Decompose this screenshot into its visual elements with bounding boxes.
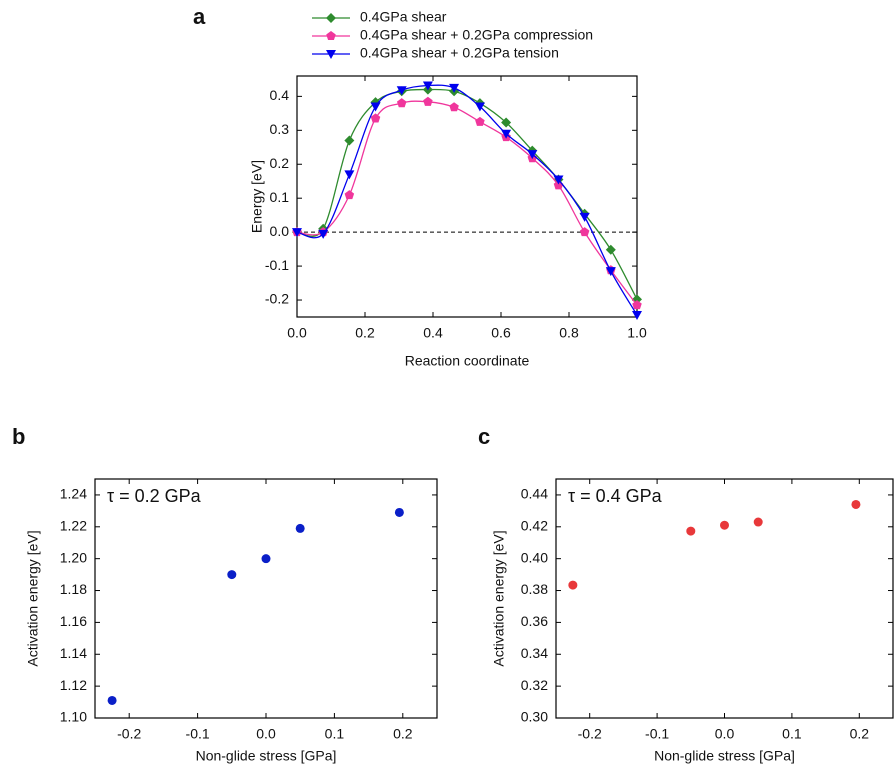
point	[261, 554, 271, 564]
point	[720, 520, 729, 530]
y-tick-label: 0.2	[270, 155, 290, 171]
y-tick-label: -0.2	[265, 291, 289, 307]
marker	[370, 113, 381, 123]
x-tick-label: 0.6	[491, 325, 511, 341]
panel-label: b	[12, 424, 25, 449]
point	[753, 517, 763, 527]
plot-frame	[94, 478, 438, 719]
y-tick-label: 1.16	[60, 613, 87, 629]
annotation: τ = 0.2 GPa	[107, 486, 202, 506]
y-tick-label: 0.30	[521, 709, 548, 725]
y-tick-label: 0.3	[270, 121, 290, 137]
x-tick-label: 0.1	[325, 726, 345, 742]
marker	[344, 190, 355, 200]
y-tick-label: 1.22	[60, 518, 87, 534]
x-tick-label: 0.2	[850, 726, 870, 742]
panel-label: c	[478, 424, 490, 449]
y-axis-label: Activation energy [eV]	[491, 530, 507, 666]
marker	[579, 212, 590, 222]
y-tick-label: 0.34	[521, 645, 548, 661]
point	[295, 523, 305, 533]
x-tick-label: 1.0	[627, 325, 647, 341]
y-tick-label: 1.18	[60, 581, 87, 597]
legend-marker	[326, 50, 336, 59]
panel-label: a	[193, 4, 206, 29]
y-tick-label: 0.42	[521, 518, 548, 534]
series-line	[296, 84, 638, 316]
marker	[344, 170, 355, 180]
x-axis-label: Non-glide stress [GPa]	[654, 748, 795, 764]
y-tick-label: 0.44	[521, 486, 548, 502]
point	[568, 580, 578, 590]
marker	[370, 102, 381, 112]
y-tick-label: 0.0	[270, 223, 290, 239]
y-tick-label: 1.20	[60, 549, 87, 565]
marker	[605, 267, 616, 277]
x-tick-label: 0.2	[393, 726, 413, 742]
marker	[501, 117, 512, 128]
marker	[449, 102, 459, 112]
marker	[474, 102, 485, 112]
x-tick-label: 0.0	[715, 726, 735, 742]
point	[394, 507, 404, 517]
x-tick-label: 0.0	[287, 325, 307, 341]
y-tick-label: 0.1	[270, 189, 290, 205]
marker	[344, 135, 355, 146]
marker	[632, 310, 642, 320]
marker	[605, 244, 616, 255]
y-tick-label: 0.36	[521, 613, 548, 629]
marker	[501, 129, 512, 139]
x-tick-label: -0.1	[645, 726, 669, 742]
y-tick-label: 1.10	[60, 709, 87, 725]
annotation: τ = 0.4 GPa	[568, 486, 663, 506]
y-tick-label: 1.24	[60, 486, 87, 502]
x-axis-label: Reaction coordinate	[405, 353, 530, 369]
legend-marker	[326, 31, 336, 41]
x-tick-label: 0.1	[782, 726, 802, 742]
marker	[449, 83, 460, 93]
legend-label: 0.4GPa shear	[360, 9, 447, 25]
x-tick-label: -0.1	[186, 726, 210, 742]
point	[107, 695, 117, 705]
marker	[579, 227, 590, 237]
legend-marker	[326, 13, 336, 23]
legend-label: 0.4GPa shear + 0.2GPa tension	[360, 45, 559, 61]
marker	[396, 86, 407, 96]
y-tick-label: 0.38	[521, 581, 548, 597]
point	[227, 570, 237, 580]
x-tick-label: 0.8	[559, 325, 579, 341]
x-axis-label: Non-glide stress [GPa]	[196, 748, 337, 764]
marker	[475, 116, 485, 126]
marker	[292, 228, 302, 238]
y-axis-label: Energy [eV]	[249, 160, 265, 233]
marker	[632, 300, 642, 310]
marker	[396, 98, 407, 108]
plot-frame	[555, 478, 894, 719]
point	[851, 499, 861, 509]
marker	[318, 229, 329, 239]
y-tick-label: -0.1	[265, 257, 289, 273]
plot-frame	[296, 75, 638, 318]
x-tick-label: 0.0	[256, 726, 276, 742]
y-tick-label: 1.12	[60, 677, 87, 693]
series-line	[296, 100, 638, 306]
x-tick-label: -0.2	[117, 726, 141, 742]
marker	[423, 96, 433, 106]
marker	[553, 175, 564, 185]
x-tick-label: 0.4	[423, 325, 443, 341]
y-tick-label: 1.14	[60, 645, 87, 661]
y-axis-label: Activation energy [eV]	[25, 530, 41, 666]
legend-label: 0.4GPa shear + 0.2GPa compression	[360, 27, 593, 43]
x-tick-label: 0.2	[355, 325, 375, 341]
marker	[422, 81, 433, 91]
point	[686, 526, 696, 536]
x-tick-label: -0.2	[578, 726, 602, 742]
marker	[527, 150, 538, 160]
y-tick-label: 0.4	[270, 87, 290, 103]
y-tick-label: 0.40	[521, 549, 548, 565]
y-tick-label: 0.32	[521, 677, 548, 693]
